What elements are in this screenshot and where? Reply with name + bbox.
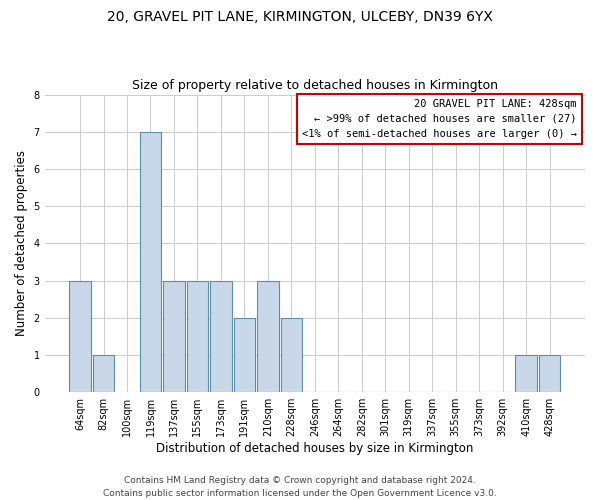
Title: Size of property relative to detached houses in Kirmington: Size of property relative to detached ho… xyxy=(132,79,498,92)
Bar xyxy=(539,355,560,392)
Y-axis label: Number of detached properties: Number of detached properties xyxy=(15,150,28,336)
Text: Contains HM Land Registry data © Crown copyright and database right 2024.
Contai: Contains HM Land Registry data © Crown c… xyxy=(103,476,497,498)
Bar xyxy=(93,355,115,392)
Bar xyxy=(257,280,278,392)
X-axis label: Distribution of detached houses by size in Kirmington: Distribution of detached houses by size … xyxy=(156,442,473,455)
Bar xyxy=(210,280,232,392)
Bar xyxy=(233,318,255,392)
Bar xyxy=(140,132,161,392)
Text: 20 GRAVEL PIT LANE: 428sqm
← >99% of detached houses are smaller (27)
<1% of sem: 20 GRAVEL PIT LANE: 428sqm ← >99% of det… xyxy=(302,99,577,138)
Bar xyxy=(281,318,302,392)
Bar xyxy=(515,355,537,392)
Bar xyxy=(187,280,208,392)
Text: 20, GRAVEL PIT LANE, KIRMINGTON, ULCEBY, DN39 6YX: 20, GRAVEL PIT LANE, KIRMINGTON, ULCEBY,… xyxy=(107,10,493,24)
Bar xyxy=(163,280,185,392)
Bar xyxy=(69,280,91,392)
